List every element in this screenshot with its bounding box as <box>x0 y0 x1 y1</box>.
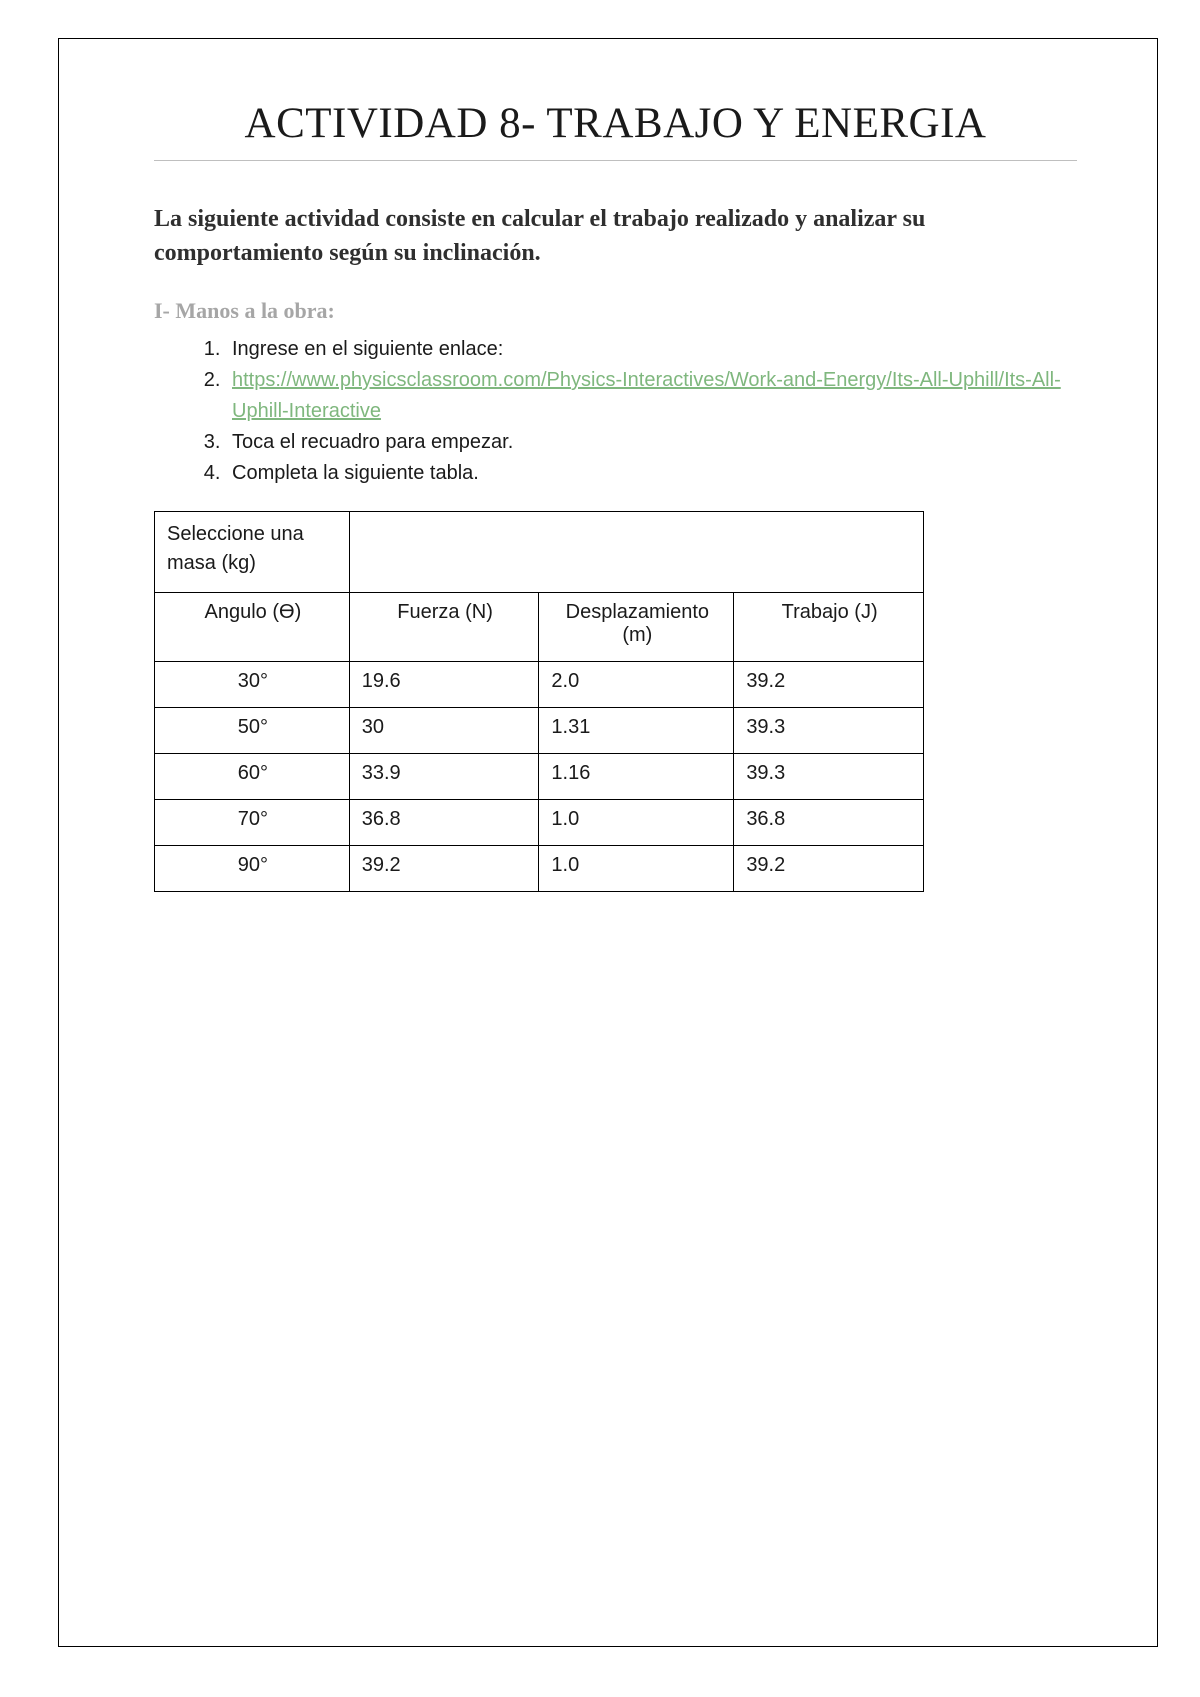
table-row: 90° 39.2 1.0 39.2 <box>155 846 924 892</box>
cell-work: 36.8 <box>734 800 924 846</box>
activity-link[interactable]: https://www.physicsclassroom.com/Physics… <box>232 369 1061 422</box>
mass-label-line2: masa (kg) <box>167 552 256 574</box>
cell-force: 30 <box>349 708 539 754</box>
cell-force: 39.2 <box>349 846 539 892</box>
step-4: Completa la siguiente tabla. <box>226 458 1077 489</box>
col-displacement-l2: (m) <box>622 624 652 646</box>
cell-work: 39.2 <box>734 846 924 892</box>
cell-angle: 30° <box>155 662 350 708</box>
step-1: Ingrese en el siguiente enlace: <box>226 334 1077 365</box>
mass-value-cell[interactable] <box>349 512 923 593</box>
col-angle: Angulo (ϴ) <box>155 593 350 662</box>
step-3: Toca el recuadro para empezar. <box>226 427 1077 458</box>
page-title: ACTIVIDAD 8- TRABAJO Y ENERGIA <box>154 99 1077 148</box>
col-displacement: Desplazamiento (m) <box>539 593 734 662</box>
step-2-link-item: https://www.physicsclassroom.com/Physics… <box>226 365 1077 427</box>
cell-force: 19.6 <box>349 662 539 708</box>
page-frame: ACTIVIDAD 8- TRABAJO Y ENERGIA La siguie… <box>58 38 1158 1647</box>
cell-displacement: 2.0 <box>539 662 734 708</box>
cell-angle: 50° <box>155 708 350 754</box>
cell-angle: 70° <box>155 800 350 846</box>
mass-label-cell: Seleccione una masa (kg) <box>155 512 350 593</box>
steps-list: Ingrese en el siguiente enlace: https://… <box>154 334 1077 489</box>
page: ACTIVIDAD 8- TRABAJO Y ENERGIA La siguie… <box>0 0 1200 1697</box>
cell-displacement: 1.0 <box>539 800 734 846</box>
table-row: 70° 36.8 1.0 36.8 <box>155 800 924 846</box>
section-label: I- Manos a la obra: <box>154 298 1077 324</box>
cell-displacement: 1.31 <box>539 708 734 754</box>
cell-work: 39.3 <box>734 754 924 800</box>
mass-row: Seleccione una masa (kg) <box>155 512 924 593</box>
mass-label-line1: Seleccione una <box>167 523 304 545</box>
cell-force: 33.9 <box>349 754 539 800</box>
cell-force: 36.8 <box>349 800 539 846</box>
table-row: 50° 30 1.31 39.3 <box>155 708 924 754</box>
table-row: 30° 19.6 2.0 39.2 <box>155 662 924 708</box>
cell-displacement: 1.0 <box>539 846 734 892</box>
cell-angle: 60° <box>155 754 350 800</box>
cell-angle: 90° <box>155 846 350 892</box>
header-row: Angulo (ϴ) Fuerza (N) Desplazamiento (m)… <box>155 593 924 662</box>
intro-text: La siguiente actividad consiste en calcu… <box>154 203 1077 270</box>
col-force: Fuerza (N) <box>349 593 539 662</box>
col-work: Trabajo (J) <box>734 593 924 662</box>
col-displacement-l1: Desplazamiento <box>566 601 709 623</box>
cell-work: 39.3 <box>734 708 924 754</box>
cell-displacement: 1.16 <box>539 754 734 800</box>
data-table: Seleccione una masa (kg) Angulo (ϴ) Fuer… <box>154 511 924 892</box>
cell-work: 39.2 <box>734 662 924 708</box>
title-rule <box>154 160 1077 161</box>
table-row: 60° 33.9 1.16 39.3 <box>155 754 924 800</box>
